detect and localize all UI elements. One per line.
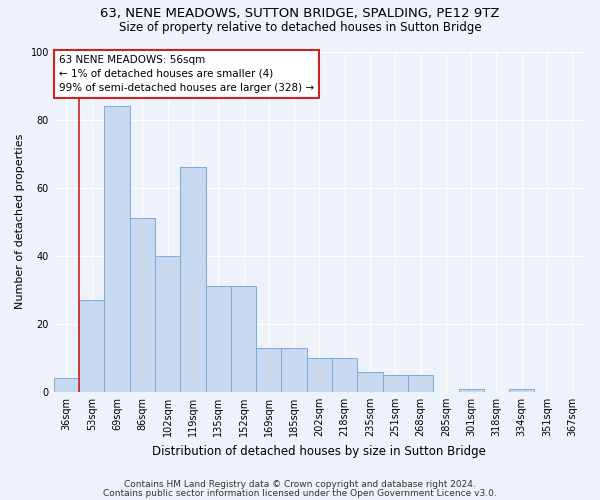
Bar [281, 348, 307, 392]
Text: Size of property relative to detached houses in Sutton Bridge: Size of property relative to detached ho… [119, 21, 481, 34]
Bar [155, 256, 180, 392]
Bar [458, 388, 484, 392]
Text: 63, NENE MEADOWS, SUTTON BRIDGE, SPALDING, PE12 9TZ: 63, NENE MEADOWS, SUTTON BRIDGE, SPALDIN… [100, 8, 500, 20]
Bar [130, 218, 155, 392]
Bar [180, 167, 206, 392]
Bar [79, 300, 104, 392]
Bar [509, 388, 535, 392]
Bar [408, 375, 433, 392]
Y-axis label: Number of detached properties: Number of detached properties [15, 134, 25, 310]
Bar [332, 358, 358, 392]
Bar [206, 286, 231, 392]
X-axis label: Distribution of detached houses by size in Sutton Bridge: Distribution of detached houses by size … [152, 444, 487, 458]
Bar [231, 286, 256, 392]
Bar [256, 348, 281, 392]
Bar [104, 106, 130, 392]
Bar [54, 378, 79, 392]
Bar [307, 358, 332, 392]
Text: 63 NENE MEADOWS: 56sqm
← 1% of detached houses are smaller (4)
99% of semi-detac: 63 NENE MEADOWS: 56sqm ← 1% of detached … [59, 55, 314, 93]
Bar [383, 375, 408, 392]
Bar [358, 372, 383, 392]
Text: Contains public sector information licensed under the Open Government Licence v3: Contains public sector information licen… [103, 489, 497, 498]
Text: Contains HM Land Registry data © Crown copyright and database right 2024.: Contains HM Land Registry data © Crown c… [124, 480, 476, 489]
